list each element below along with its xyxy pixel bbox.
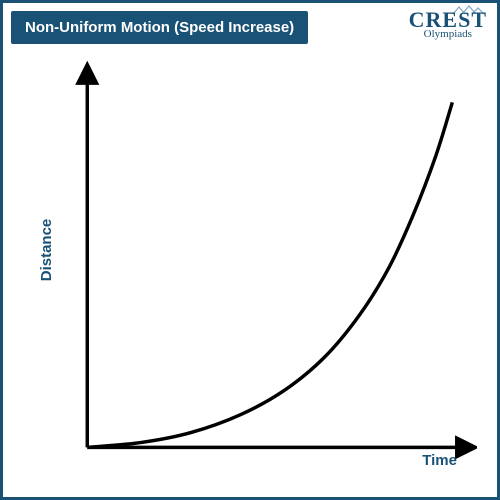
- y-axis-label: Distance: [38, 219, 55, 282]
- brand-logo: CREST Olympiads: [409, 9, 487, 40]
- chart-svg: [33, 58, 477, 472]
- motion-curve: [87, 102, 452, 447]
- chart-title-banner: Non-Uniform Motion (Speed Increase): [11, 11, 308, 44]
- chart-area: [33, 58, 477, 472]
- chart-frame: Non-Uniform Motion (Speed Increase) CRES…: [0, 0, 500, 500]
- x-axis-label: Time: [422, 452, 457, 469]
- logo-main-text: CREST: [409, 9, 487, 31]
- chart-title: Non-Uniform Motion (Speed Increase): [25, 19, 294, 36]
